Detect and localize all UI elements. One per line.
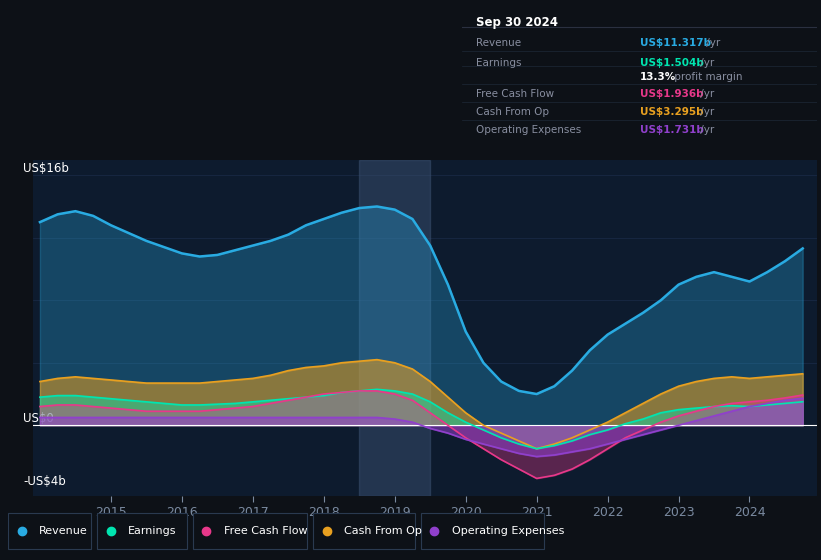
Text: /yr: /yr [697, 58, 714, 68]
Text: US$1.731b: US$1.731b [640, 125, 704, 135]
Bar [360, 160, 430, 496]
Text: -US$4b: -US$4b [24, 475, 67, 488]
Text: Cash From Op: Cash From Op [476, 108, 549, 117]
Text: Operating Expenses: Operating Expenses [476, 125, 581, 135]
Text: US$3.295b: US$3.295b [640, 108, 703, 117]
Text: Earnings: Earnings [128, 526, 177, 535]
Text: 13.3%: 13.3% [640, 72, 676, 82]
Text: Revenue: Revenue [39, 526, 88, 535]
Text: /yr: /yr [697, 125, 714, 135]
Text: Operating Expenses: Operating Expenses [452, 526, 564, 535]
Text: Free Cash Flow: Free Cash Flow [224, 526, 307, 535]
Text: Free Cash Flow: Free Cash Flow [476, 90, 554, 100]
Text: US$0: US$0 [24, 412, 54, 425]
Text: /yr: /yr [697, 90, 714, 100]
Text: US$16b: US$16b [24, 162, 69, 175]
Text: /yr: /yr [697, 108, 714, 117]
FancyBboxPatch shape [98, 512, 187, 549]
FancyBboxPatch shape [313, 512, 415, 549]
Text: Earnings: Earnings [476, 58, 522, 68]
Text: US$11.317b: US$11.317b [640, 38, 711, 48]
Text: /yr: /yr [704, 38, 721, 48]
Text: US$1.936b: US$1.936b [640, 90, 703, 100]
Text: Revenue: Revenue [476, 38, 521, 48]
FancyBboxPatch shape [8, 512, 91, 549]
Text: Cash From Op: Cash From Op [344, 526, 422, 535]
Text: Sep 30 2024: Sep 30 2024 [476, 16, 558, 29]
FancyBboxPatch shape [421, 512, 544, 549]
Text: profit margin: profit margin [672, 72, 743, 82]
FancyBboxPatch shape [193, 512, 307, 549]
Text: US$1.504b: US$1.504b [640, 58, 704, 68]
